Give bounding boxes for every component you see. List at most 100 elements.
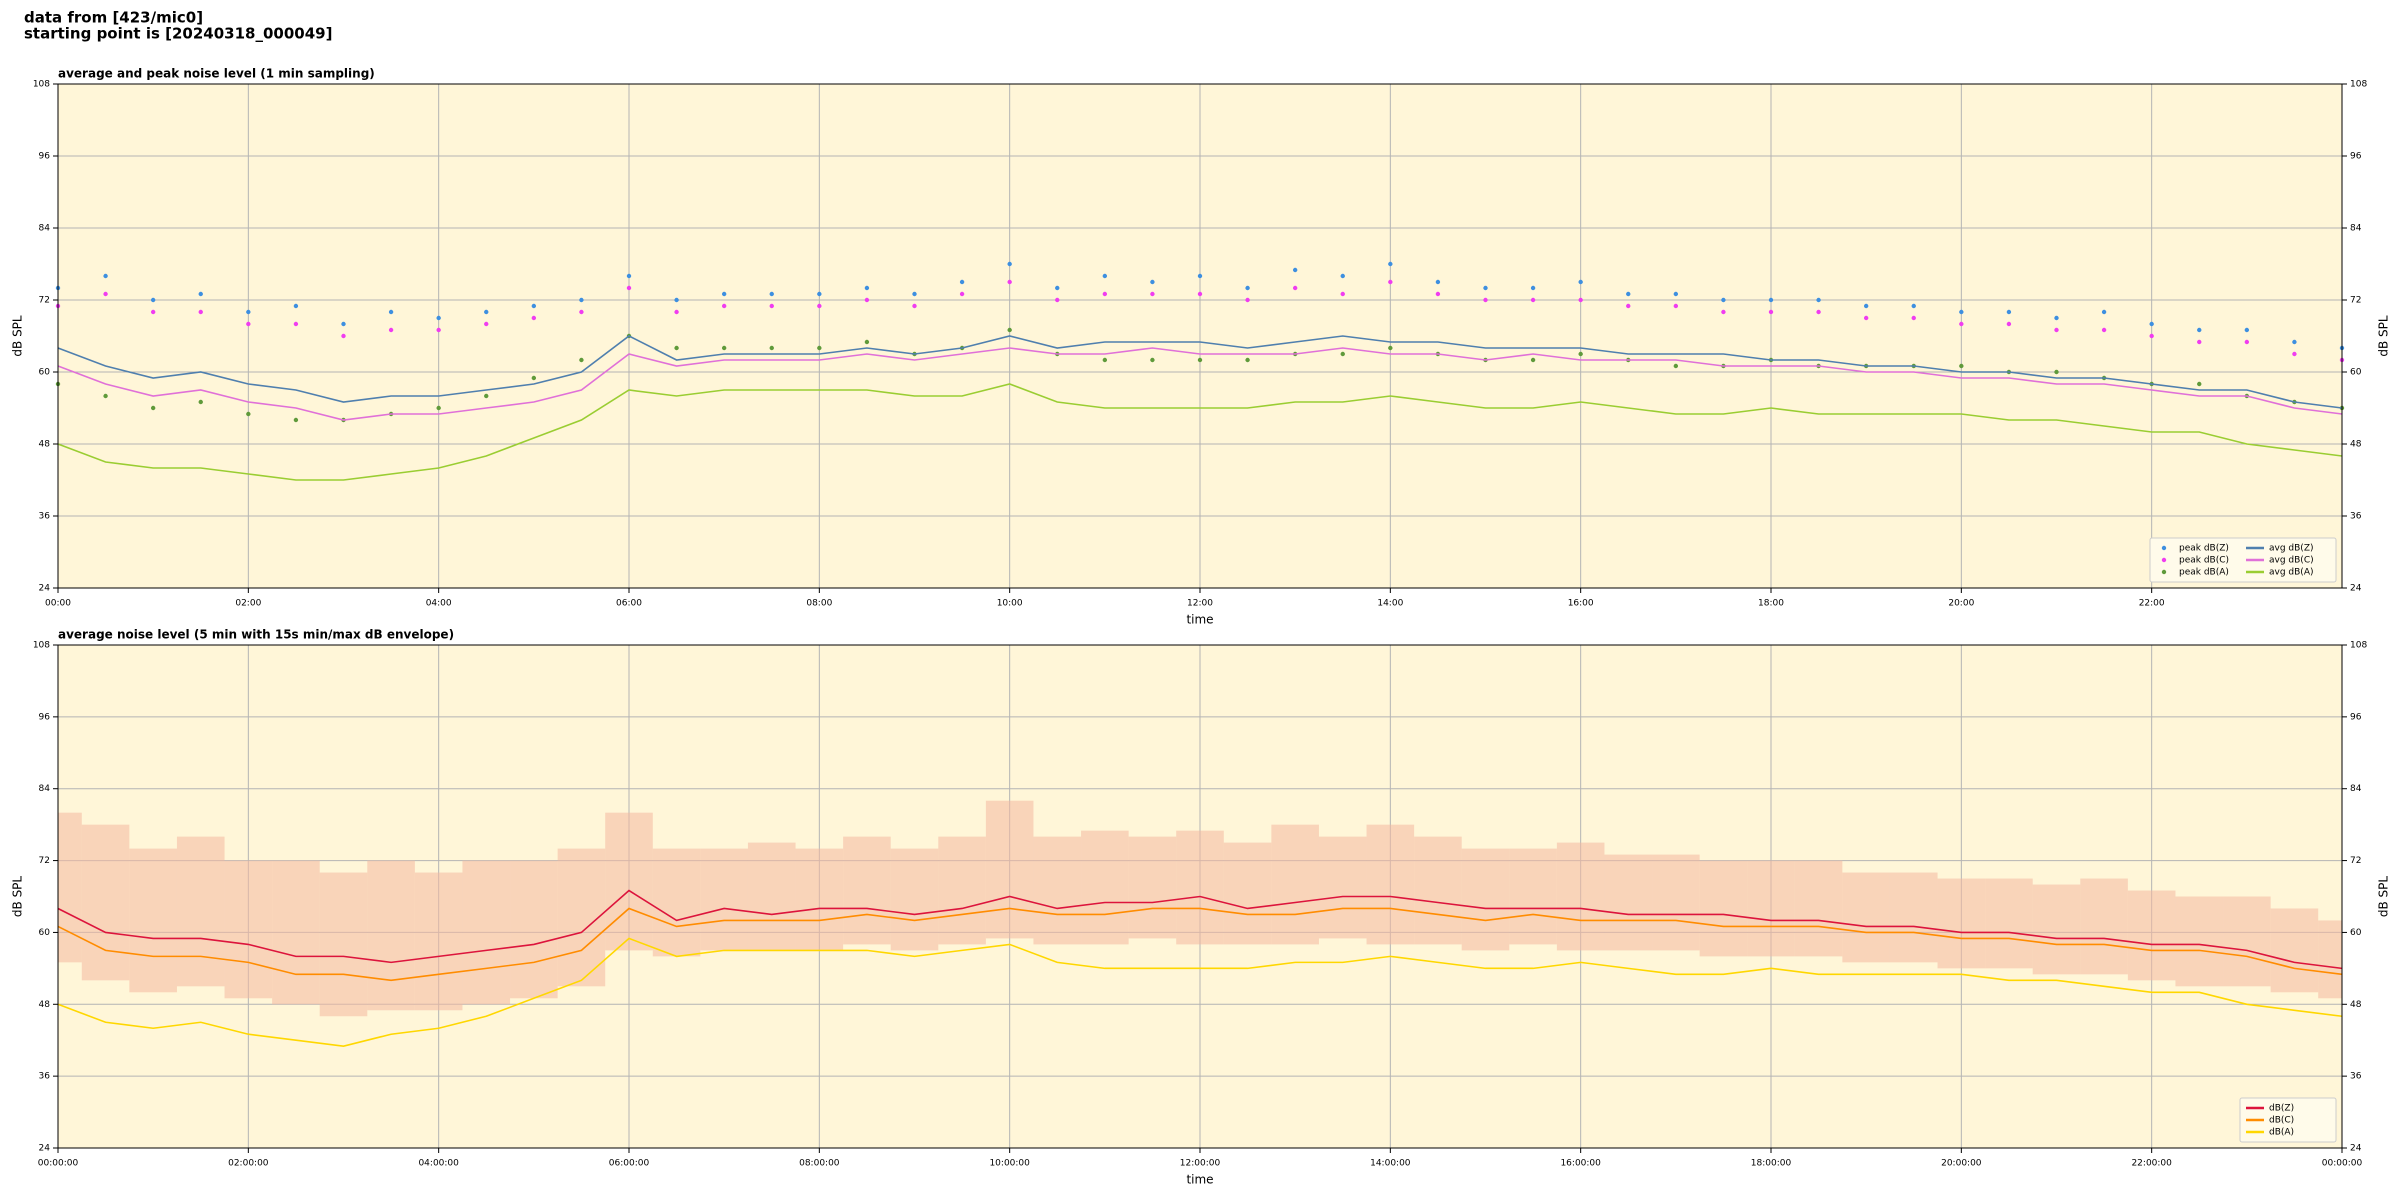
- y-tick-label: 24: [39, 584, 51, 594]
- legend-label: peak dB(A): [2179, 568, 2229, 578]
- peak-point: [103, 393, 108, 399]
- peak-point: [721, 345, 727, 351]
- envelope-band: [1699, 860, 1748, 957]
- peak-point: [1626, 303, 1631, 309]
- peak-point: [626, 273, 632, 279]
- x-tick-label: 08:00:00: [799, 1159, 840, 1169]
- peak-point: [1816, 309, 1821, 315]
- peak-point: [1721, 297, 1726, 303]
- peak-point: [2054, 327, 2059, 333]
- envelope-band: [1414, 836, 1462, 945]
- header-line: starting point is [20240318_000049]: [24, 25, 332, 43]
- peak-point: [341, 333, 346, 339]
- peak-point: [674, 297, 679, 303]
- peak-point: [1007, 279, 1012, 285]
- x-tick-label: 14:00:00: [1370, 1159, 1411, 1169]
- peak-point: [1292, 285, 1298, 291]
- x-tick-label: 04:00: [426, 599, 452, 609]
- envelope-band: [2127, 890, 2176, 981]
- peak-point: [2054, 369, 2059, 375]
- peak-point: [1055, 285, 1060, 291]
- peak-point: [1245, 357, 1250, 363]
- peak-point: [1388, 279, 1393, 285]
- peak-point: [150, 309, 156, 315]
- y-tick-label: 84: [39, 784, 51, 794]
- peak-point: [246, 411, 251, 417]
- y-tick-label: 60: [2350, 368, 2362, 378]
- peak-point: [1150, 357, 1155, 363]
- y-tick-label: 36: [39, 512, 51, 522]
- envelope-band: [319, 872, 368, 1017]
- x-tick-label: 16:00:00: [1560, 1159, 1601, 1169]
- peak-point: [1673, 303, 1679, 309]
- y-tick-label: 60: [39, 368, 51, 378]
- x-tick-label: 02:00:00: [228, 1159, 269, 1169]
- peak-point: [1673, 291, 1679, 297]
- peak-point: [1768, 297, 1774, 303]
- peak-point: [1102, 273, 1108, 279]
- peak-point: [1102, 291, 1108, 297]
- peak-point: [626, 285, 632, 291]
- peak-point: [1721, 309, 1726, 315]
- peak-point: [1292, 267, 1298, 273]
- peak-point: [1483, 285, 1488, 291]
- x-tick-label: 22:00: [2139, 599, 2165, 609]
- peak-point: [1578, 279, 1583, 285]
- header-line: data from [423/mic0]: [24, 9, 203, 27]
- y-tick-label: 60: [39, 928, 51, 938]
- envelope-band: [843, 836, 891, 945]
- envelope-band: [795, 848, 844, 951]
- plot-frame: [57, 644, 2343, 1149]
- envelope-band: [1652, 854, 1700, 951]
- peak-point: [864, 285, 870, 291]
- y-tick-label: 96: [39, 152, 51, 162]
- peak-point: [531, 315, 537, 321]
- envelope-band: [2175, 896, 2224, 987]
- peak-point: [912, 303, 917, 309]
- envelope-band: [1937, 878, 1986, 969]
- y-tick-label: 72: [2350, 296, 2361, 306]
- y-tick-label: 108: [2350, 80, 2367, 90]
- peak-point: [2149, 321, 2154, 327]
- peak-point: [1340, 291, 1345, 297]
- legend-marker: [2161, 569, 2167, 575]
- envelope-band: [985, 800, 1034, 939]
- envelope-band: [1985, 878, 2033, 969]
- series-line: [57, 347, 2343, 421]
- peak-point: [1388, 345, 1393, 351]
- peak-point: [579, 309, 584, 315]
- legend-label: peak dB(Z): [2179, 544, 2229, 554]
- peak-point: [2101, 327, 2107, 333]
- plot-frame: [57, 83, 2343, 589]
- x-tick-label: 22:00:00: [2131, 1159, 2172, 1169]
- peak-point: [1911, 303, 1916, 309]
- peak-point: [817, 345, 822, 351]
- envelope-band: [81, 824, 130, 981]
- y-axis-label: dB SPL: [2377, 876, 2391, 918]
- legend-marker: [2161, 545, 2167, 551]
- envelope-band: [1889, 872, 1938, 963]
- peak-point: [2006, 309, 2012, 315]
- envelope-band: [414, 872, 463, 1011]
- envelope-band: [2223, 896, 2271, 987]
- peak-point: [531, 303, 537, 309]
- peak-point: [1768, 309, 1774, 315]
- peak-point: [864, 297, 870, 303]
- y-tick-label: 36: [2350, 512, 2362, 522]
- peak-point: [341, 321, 346, 327]
- peak-point: [769, 303, 774, 309]
- envelope-band: [1081, 830, 1129, 945]
- peak-point: [1197, 273, 1203, 279]
- envelope-band: [938, 836, 986, 945]
- y-tick-label: 72: [39, 856, 50, 866]
- peak-point: [246, 309, 251, 315]
- peak-point: [2197, 327, 2202, 333]
- peak-point: [484, 393, 489, 399]
- envelope-band: [1176, 830, 1224, 945]
- chart-title: average and peak noise level (1 min samp…: [58, 67, 375, 81]
- y-tick-label: 96: [2350, 712, 2362, 722]
- peak-point: [912, 291, 917, 297]
- series-line: [57, 937, 2343, 1048]
- envelope-band: [1747, 860, 1795, 957]
